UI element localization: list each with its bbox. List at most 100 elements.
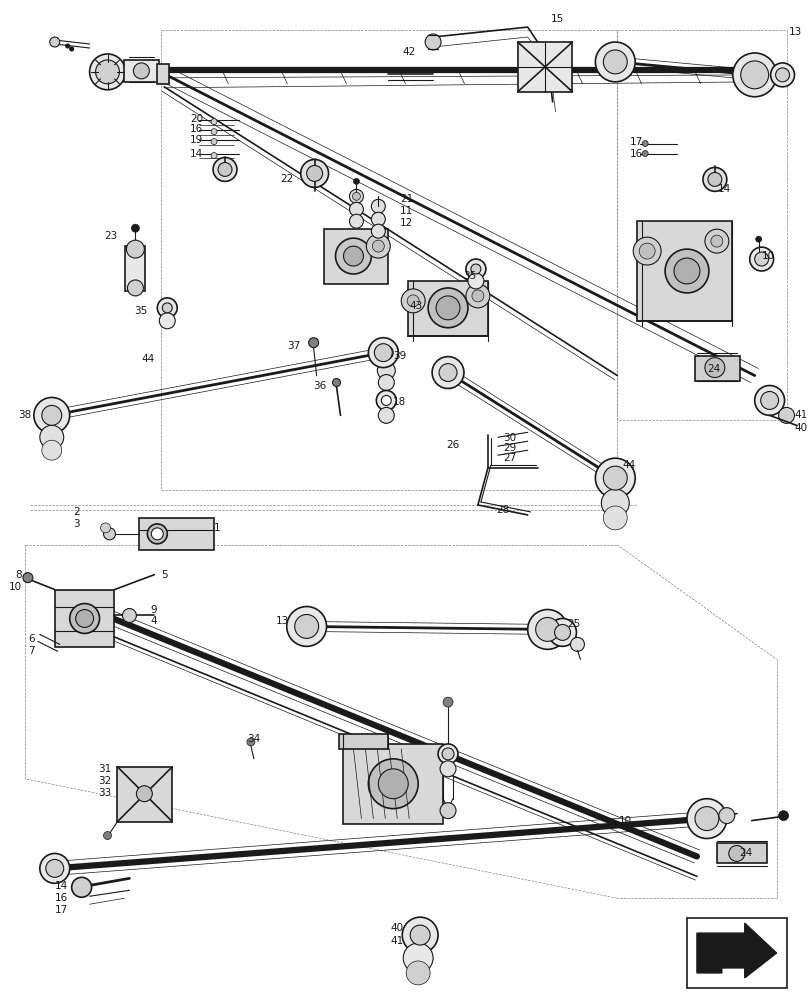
Text: 5: 5 <box>162 570 168 580</box>
Circle shape <box>708 172 722 186</box>
Bar <box>408 281 488 336</box>
Circle shape <box>595 42 635 82</box>
Text: 44: 44 <box>622 460 636 470</box>
Text: 30: 30 <box>503 433 516 443</box>
Circle shape <box>755 386 785 415</box>
Text: 24: 24 <box>739 848 752 858</box>
Circle shape <box>90 54 125 90</box>
Circle shape <box>705 229 729 253</box>
Text: 16: 16 <box>630 149 643 159</box>
Circle shape <box>34 397 69 433</box>
Text: 1: 1 <box>214 523 221 533</box>
Text: 39: 39 <box>393 351 406 361</box>
Bar <box>695 356 740 381</box>
Circle shape <box>126 240 145 258</box>
Circle shape <box>440 761 456 777</box>
Circle shape <box>410 925 430 945</box>
Circle shape <box>40 425 64 449</box>
Circle shape <box>40 853 69 883</box>
Text: 24: 24 <box>707 364 720 374</box>
Circle shape <box>425 34 441 50</box>
Circle shape <box>472 290 484 302</box>
Circle shape <box>406 961 430 985</box>
Text: 15: 15 <box>550 14 564 24</box>
Circle shape <box>402 289 425 313</box>
Circle shape <box>46 859 64 877</box>
Circle shape <box>403 943 433 973</box>
Circle shape <box>439 364 457 382</box>
Circle shape <box>703 167 727 191</box>
Circle shape <box>755 252 768 266</box>
Circle shape <box>159 313 175 329</box>
Circle shape <box>211 139 217 145</box>
Circle shape <box>211 129 217 135</box>
Circle shape <box>741 61 768 89</box>
Circle shape <box>604 50 627 74</box>
Circle shape <box>162 303 172 313</box>
Text: 43: 43 <box>410 301 423 311</box>
Circle shape <box>23 573 33 583</box>
Circle shape <box>471 264 481 274</box>
Circle shape <box>642 151 648 157</box>
Circle shape <box>381 395 391 405</box>
Circle shape <box>374 341 398 365</box>
Circle shape <box>335 238 372 274</box>
Text: 41: 41 <box>390 936 403 946</box>
Text: 32: 32 <box>99 776 112 786</box>
Text: 21: 21 <box>400 194 413 204</box>
Circle shape <box>372 212 385 226</box>
Circle shape <box>374 344 392 362</box>
Circle shape <box>779 407 794 423</box>
Text: 40: 40 <box>390 923 403 933</box>
Circle shape <box>366 234 390 258</box>
Text: 42: 42 <box>402 47 415 57</box>
Text: 17: 17 <box>630 137 643 147</box>
Bar <box>323 229 389 284</box>
Circle shape <box>760 391 779 409</box>
Circle shape <box>595 458 635 498</box>
Text: 12: 12 <box>400 218 413 228</box>
Circle shape <box>442 748 454 760</box>
Circle shape <box>377 362 395 380</box>
Bar <box>125 246 145 291</box>
Text: 41: 41 <box>794 410 808 420</box>
Circle shape <box>536 617 560 641</box>
Circle shape <box>353 178 360 184</box>
Text: 14: 14 <box>718 184 730 194</box>
Text: 36: 36 <box>314 381 326 391</box>
Circle shape <box>466 259 486 279</box>
Circle shape <box>103 528 116 540</box>
Bar <box>638 221 732 321</box>
Circle shape <box>72 877 91 897</box>
Text: 4: 4 <box>150 616 158 626</box>
Text: 38: 38 <box>19 410 32 420</box>
Circle shape <box>307 165 322 181</box>
Circle shape <box>711 235 723 247</box>
Bar <box>717 843 767 863</box>
Circle shape <box>301 159 329 187</box>
Text: 14: 14 <box>54 881 68 891</box>
Text: 44: 44 <box>141 354 154 364</box>
Circle shape <box>705 358 725 378</box>
Text: 26: 26 <box>447 440 460 450</box>
Text: 16: 16 <box>190 124 203 134</box>
Circle shape <box>147 524 167 544</box>
Circle shape <box>372 199 385 213</box>
Text: 22: 22 <box>280 174 294 184</box>
Circle shape <box>665 249 709 293</box>
Circle shape <box>601 489 629 517</box>
Bar <box>55 590 115 647</box>
Text: 25: 25 <box>567 619 581 629</box>
Text: 37: 37 <box>288 341 301 351</box>
Bar <box>343 744 443 824</box>
Circle shape <box>295 614 318 638</box>
Text: 33: 33 <box>99 788 112 798</box>
Circle shape <box>350 202 364 216</box>
Text: 27: 27 <box>503 453 516 463</box>
Circle shape <box>218 162 232 176</box>
Circle shape <box>407 295 419 307</box>
Bar <box>140 518 214 550</box>
Text: 17: 17 <box>54 905 68 915</box>
Circle shape <box>333 379 340 386</box>
Circle shape <box>570 637 584 651</box>
